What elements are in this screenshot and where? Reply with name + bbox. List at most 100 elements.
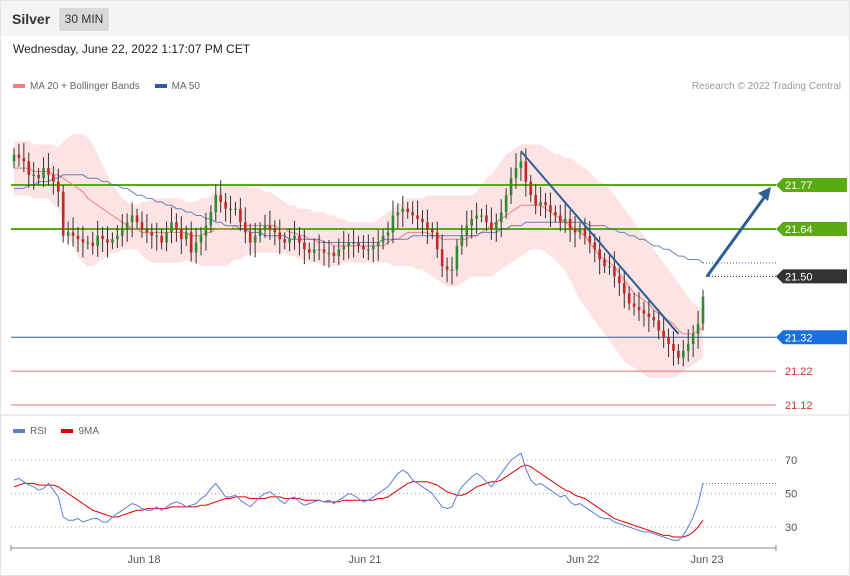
candle-body (155, 235, 159, 237)
x-tick-label: Jun 18 (127, 554, 160, 566)
candle-body (490, 222, 493, 229)
candle-body (22, 157, 26, 162)
candle-body (234, 208, 237, 210)
candle-body (563, 218, 567, 223)
main-legend: MA 20 + Bollinger Bands MA 50 (13, 81, 212, 92)
candle-body (426, 222, 429, 229)
candle-body (322, 249, 326, 253)
candle-body (613, 266, 616, 277)
candle-body (140, 222, 144, 229)
candle-body (145, 229, 149, 233)
candle-body (504, 195, 508, 213)
candle-body (229, 208, 232, 210)
candle-body (184, 232, 188, 240)
candle-body (253, 235, 257, 243)
candle-body (677, 350, 680, 358)
candle-body (558, 215, 562, 223)
candle-body (52, 174, 55, 182)
candle-body (303, 242, 306, 250)
rsi-tick-label: 30 (785, 522, 797, 534)
candle-body (391, 215, 395, 233)
legend-label: 9MA (78, 426, 100, 437)
candle-body (549, 205, 552, 213)
candle-body (509, 178, 513, 196)
candle-body (529, 181, 533, 196)
rsi-panel: 70 50 30 (11, 452, 797, 541)
candle-body (120, 229, 124, 236)
candle-body (170, 222, 173, 233)
candle-body (445, 266, 449, 270)
candle-body (544, 201, 547, 206)
candle-body (293, 235, 296, 240)
candle-body (455, 245, 459, 270)
candle-body (342, 245, 346, 250)
candle-body (17, 154, 21, 158)
candle-body (91, 242, 95, 246)
candle-body (682, 350, 685, 358)
candle-body (603, 259, 606, 267)
candle-body (352, 242, 355, 244)
candle-body (47, 168, 50, 175)
level-label: 21.32 (785, 332, 813, 344)
candle-body (618, 276, 621, 284)
legend-item-ma20: MA 20 + Bollinger Bands (13, 81, 143, 92)
candle-body (499, 212, 503, 223)
candle-body (106, 239, 109, 243)
candle-body (485, 215, 488, 223)
interval-badge[interactable]: 30 MIN (59, 8, 109, 31)
candle-body (495, 222, 498, 229)
candle-body (209, 212, 213, 226)
x-tick-label: Jun 22 (566, 554, 599, 566)
candle-body (135, 215, 139, 223)
candle-body (96, 235, 99, 246)
rsi-tick-label: 50 (785, 489, 797, 501)
rsi-legend: RSI 9MA (13, 426, 111, 437)
candle-body (524, 161, 528, 182)
candle-body (667, 337, 670, 345)
candle-body (56, 181, 60, 192)
candle-body (588, 235, 592, 243)
candle-body (573, 229, 577, 233)
candle-body (189, 232, 193, 253)
candle-body (258, 229, 262, 236)
candle-body (608, 266, 611, 268)
candle-body (214, 195, 218, 213)
candle-body (175, 222, 178, 229)
trendline (520, 150, 771, 335)
candle-body (450, 269, 454, 271)
candle-body (583, 229, 587, 236)
candlesticks (12, 143, 705, 367)
candle-body (165, 232, 168, 243)
candle-body (337, 249, 341, 257)
legend-label: RSI (30, 426, 47, 437)
candle-body (219, 195, 222, 202)
legend-label: MA 20 + Bollinger Bands (30, 81, 140, 92)
candle-body (76, 235, 80, 240)
candle-body (568, 218, 572, 229)
legend-swatch (61, 429, 74, 434)
candle-body (622, 283, 626, 294)
candle-body (647, 313, 651, 317)
candle-body (347, 242, 350, 246)
forecast-arrow-head (758, 187, 771, 201)
candle-body (396, 212, 400, 216)
candle-body (37, 174, 40, 179)
candle-body (411, 212, 414, 216)
candle-body (421, 218, 424, 223)
candle-body (268, 225, 272, 229)
candle-body (578, 229, 582, 233)
candle-body (66, 232, 70, 236)
x-tick-label: Jun 21 (348, 554, 381, 566)
candle-body (263, 225, 267, 229)
candle-body (180, 229, 183, 240)
candle-body (278, 232, 282, 240)
candle-body (534, 195, 537, 206)
x-tick-label: Jun 23 (690, 554, 723, 566)
candle-body (357, 242, 360, 246)
candle-body (632, 303, 636, 307)
candle-body (194, 242, 198, 253)
price-levels: 21.77 21.64 21.50 21.32 21.22 21.12 (11, 178, 847, 412)
candle-body (696, 323, 700, 334)
candle-body (239, 208, 242, 223)
